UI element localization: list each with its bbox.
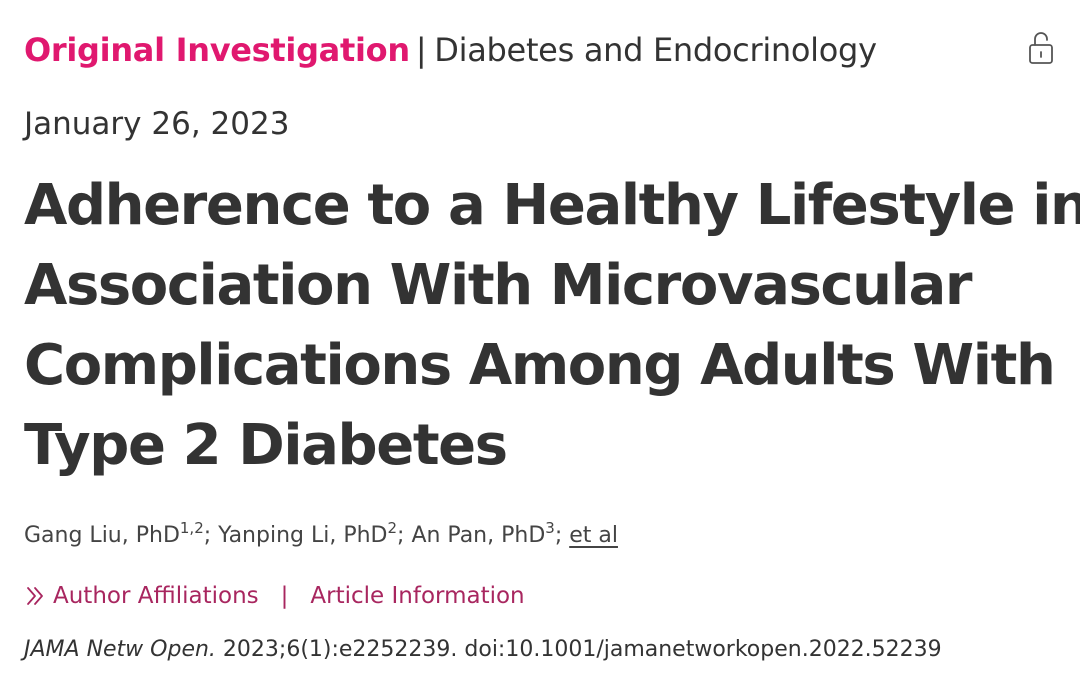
author-name: An Pan, PhD	[411, 523, 546, 548]
author-affiliation-marker: 3	[545, 519, 555, 537]
citation-reference: 2023;6(1):e2252239. doi:10.1001/jamanetw…	[222, 637, 942, 662]
author-name: Gang Liu, PhD	[24, 523, 180, 548]
journal-abbreviation: JAMA Netw Open.	[24, 637, 216, 662]
author-affiliation-marker: 2	[387, 519, 398, 537]
author-affiliations-link[interactable]: Author Affiliations	[53, 583, 259, 609]
et-al-link[interactable]: et al	[569, 523, 618, 548]
author-separator: ;	[397, 523, 412, 548]
article-type-label[interactable]: Original Investigation	[24, 31, 410, 69]
article-title: Adherence to a Healthy Lifestyle in Asso…	[24, 166, 1080, 486]
author-separator: ;	[554, 523, 570, 548]
article-category-label[interactable]: Diabetes and Endocrinology	[434, 31, 877, 69]
article-title-line: Association With Microvascular	[24, 253, 972, 318]
unlock-icon[interactable]	[1026, 30, 1056, 66]
article-title-line: Adherence to a Healthy Lifestyle in	[24, 173, 1080, 238]
chevron-double-right-icon[interactable]	[24, 585, 46, 607]
article-information-link[interactable]: Article Information	[310, 583, 525, 609]
article-title-line: Type 2 Diabetes	[24, 413, 508, 478]
article-links: Author Affiliations | Article Informatio…	[24, 578, 525, 614]
article-header: Original Investigation | Diabetes and Endo…	[24, 28, 877, 72]
author-list: Gang Liu, PhD1,2; Yanping Li, PhD2; An P…	[24, 518, 618, 554]
article-title-line: Complications Among Adults With	[24, 333, 1056, 398]
author-name: Yanping Li, PhD	[218, 523, 388, 548]
links-separator: |	[280, 583, 289, 609]
header-separator: |	[415, 31, 427, 69]
publication-date: January 26, 2023	[24, 106, 290, 142]
author-separator: ;	[203, 523, 219, 548]
author-affiliation-marker: 1,2	[179, 519, 204, 537]
citation: JAMA Netw Open. 2023;6(1):e2252239. doi:…	[24, 632, 942, 668]
